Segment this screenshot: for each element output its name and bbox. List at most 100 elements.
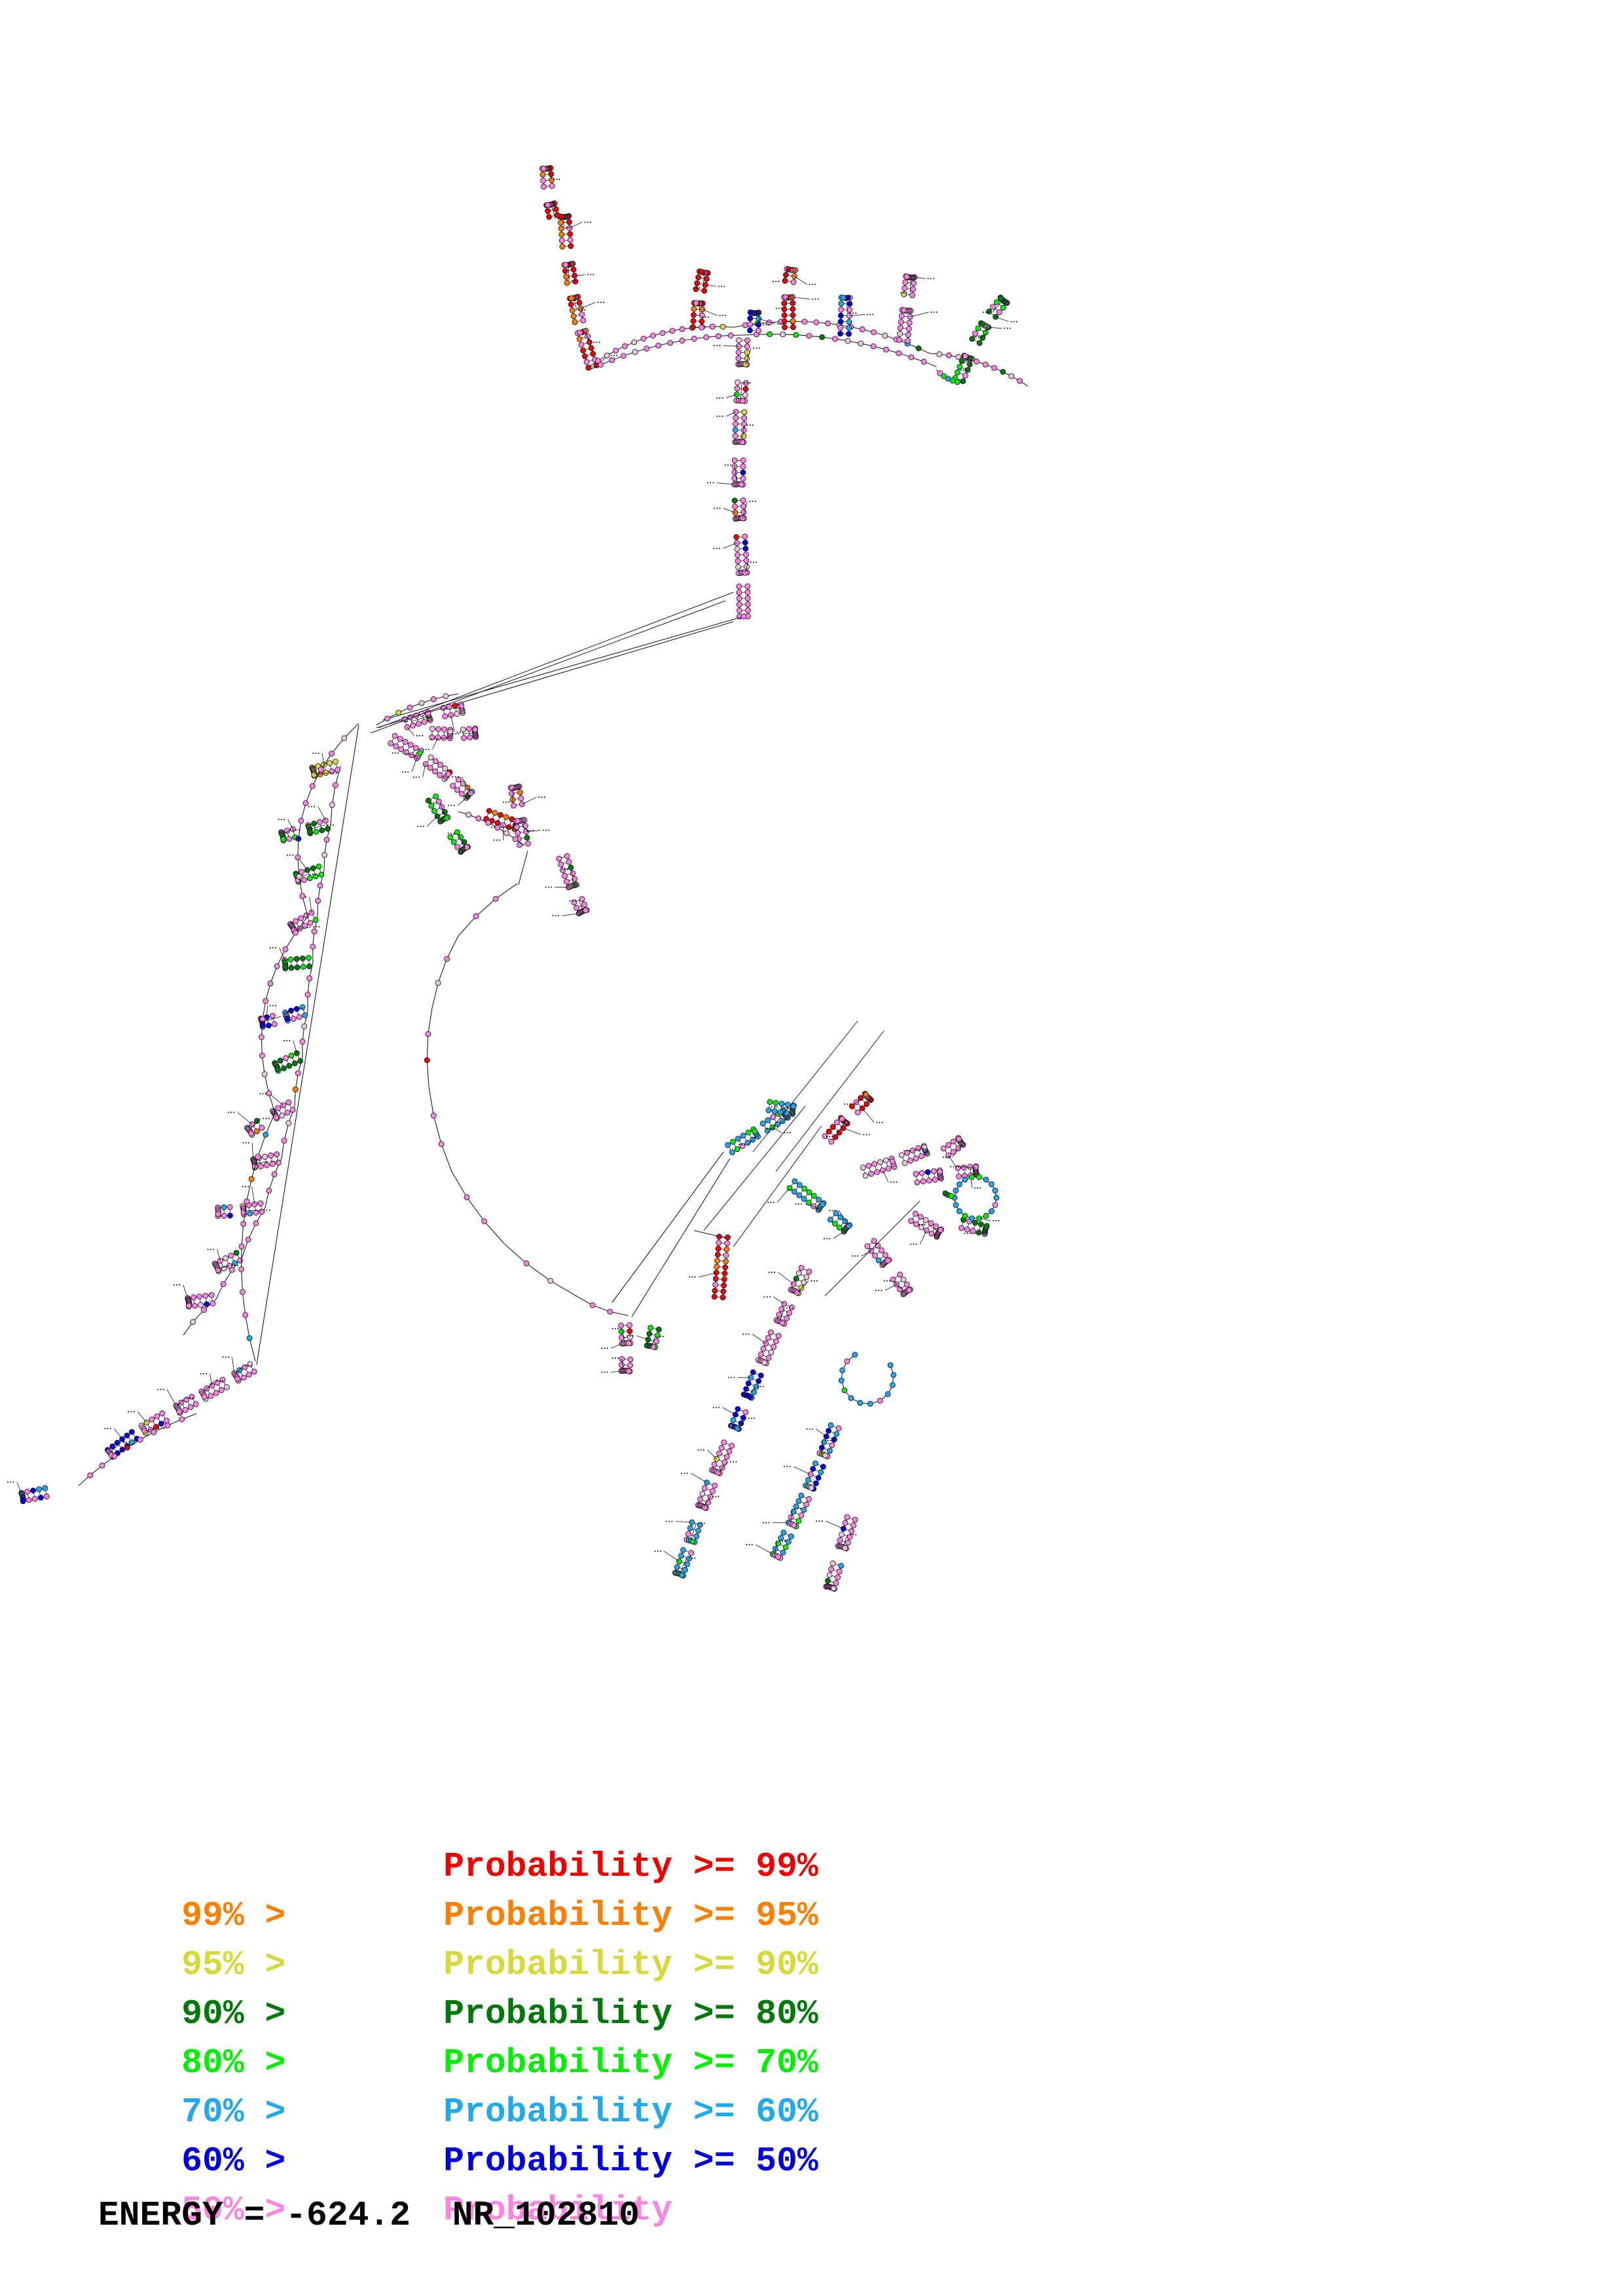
svg-text:•••: ••• xyxy=(611,1357,620,1362)
svg-text:•••: ••• xyxy=(259,1092,267,1097)
svg-text:•••: ••• xyxy=(742,1333,750,1338)
svg-text:•••: ••• xyxy=(269,1004,278,1009)
svg-text:•••: ••• xyxy=(416,734,424,740)
svg-text:•••: ••• xyxy=(712,1495,720,1500)
svg-text:•••: ••• xyxy=(783,1465,792,1470)
svg-text:•••: ••• xyxy=(849,1533,858,1538)
svg-text:•••: ••• xyxy=(207,1247,215,1253)
svg-text:•••: ••• xyxy=(422,747,431,753)
svg-text:•••: ••• xyxy=(729,1460,738,1465)
svg-text:•••: ••• xyxy=(775,306,784,312)
svg-text:•••: ••• xyxy=(587,273,595,278)
svg-text:•••: ••• xyxy=(600,1371,609,1376)
svg-text:•••: ••• xyxy=(875,1121,884,1126)
svg-text:•••: ••• xyxy=(430,738,439,743)
legend-row-70: 80% > Probability >= 70% xyxy=(0,1990,1623,2083)
svg-text:•••: ••• xyxy=(308,805,316,810)
svg-text:•••: ••• xyxy=(440,707,448,712)
svg-text:•••: ••• xyxy=(900,291,908,296)
energy-and-accession: ENERGY = -624.2 NR_102810 xyxy=(98,2196,640,2235)
svg-text:•••: ••• xyxy=(242,1185,250,1191)
svg-text:•••: ••• xyxy=(883,1280,892,1285)
legend-row-99: Probability >= 99% xyxy=(0,1793,1623,1886)
svg-text:•••: ••• xyxy=(538,796,546,801)
legend-lower-bound-70: 80% > xyxy=(181,2043,307,2083)
svg-text:•••: ••• xyxy=(565,226,574,231)
svg-text:•••: ••• xyxy=(657,1335,665,1340)
legend-label-low: Probability xyxy=(443,2191,673,2230)
svg-text:•••: ••• xyxy=(794,1202,803,1208)
svg-text:•••: ••• xyxy=(724,463,733,469)
legend-lower-bound-low: 50% > xyxy=(181,2191,307,2230)
legend-label-95: Probability >= 95% xyxy=(443,1896,818,1935)
svg-text:•••: ••• xyxy=(727,1376,736,1381)
svg-text:•••: ••• xyxy=(778,1539,787,1545)
svg-text:•••: ••• xyxy=(329,772,338,777)
svg-text:•••: ••• xyxy=(697,1448,706,1454)
svg-text:•••: ••• xyxy=(748,500,757,505)
svg-text:•••: ••• xyxy=(283,1039,291,1044)
svg-text:•••: ••• xyxy=(7,1480,15,1486)
svg-text:•••: ••• xyxy=(286,853,295,859)
svg-text:•••: ••• xyxy=(156,1388,165,1393)
svg-text:•••: ••• xyxy=(713,507,721,512)
svg-text:•••: ••• xyxy=(447,832,456,837)
svg-text:•••: ••• xyxy=(745,1543,754,1549)
svg-text:•••: ••• xyxy=(278,817,286,823)
legend-label-90: Probability >= 90% xyxy=(443,1945,818,1984)
svg-text:•••: ••• xyxy=(942,1155,951,1160)
svg-text:•••: ••• xyxy=(611,1327,620,1333)
svg-text:•••: ••• xyxy=(746,423,754,429)
svg-text:•••: ••• xyxy=(263,1209,271,1214)
svg-text:•••: ••• xyxy=(688,1556,697,1562)
svg-text:•••: ••• xyxy=(982,311,991,316)
svg-text:•••: ••• xyxy=(890,1180,898,1185)
svg-text:•••: ••• xyxy=(974,335,983,340)
legend-label-70: Probability >= 70% xyxy=(443,2043,818,2083)
svg-text:•••: ••• xyxy=(805,1427,814,1433)
svg-text:•••: ••• xyxy=(762,323,771,328)
svg-text:•••: ••• xyxy=(809,283,817,288)
legend-lower-bound-95: 99% > xyxy=(181,1896,307,1935)
svg-text:•••: ••• xyxy=(783,1131,792,1136)
svg-text:•••: ••• xyxy=(772,280,780,285)
svg-text:•••: ••• xyxy=(502,800,511,806)
svg-text:•••: ••• xyxy=(763,1295,771,1300)
svg-text:•••: ••• xyxy=(270,1160,278,1165)
svg-text:•••: ••• xyxy=(949,1165,958,1170)
svg-text:•••: ••• xyxy=(810,1279,818,1284)
svg-text:•••: ••• xyxy=(693,287,701,292)
svg-text:•••: ••• xyxy=(793,1507,802,1512)
svg-text:•••: ••• xyxy=(103,1427,112,1432)
svg-text:•••: ••• xyxy=(750,560,758,565)
svg-text:•••: ••• xyxy=(963,1232,972,1237)
svg-text:•••: ••• xyxy=(569,899,577,905)
svg-text:•••: ••• xyxy=(1010,320,1018,325)
svg-text:•••: ••• xyxy=(560,868,569,873)
legend-lower-bound-80: 90% > xyxy=(181,1994,307,2034)
svg-text:•••: ••• xyxy=(230,1264,239,1269)
svg-text:•••: ••• xyxy=(312,751,320,757)
svg-text:•••: ••• xyxy=(767,1270,776,1276)
rna-render-group: ••• ••• ••• ••• ••• ••• ••• ••• ••• ••• ••• ••• ••• •… xyxy=(7,165,1029,1592)
legend-lower-bound-90: 95% > xyxy=(181,1945,307,1984)
svg-text:•••: ••• xyxy=(918,1223,926,1229)
svg-text:•••: ••• xyxy=(665,1520,674,1525)
legend-lower-bound-60: 70% > xyxy=(181,2092,307,2132)
legend-row-low: 50% > Probability xyxy=(0,2137,1623,2230)
svg-text:•••: ••• xyxy=(600,1346,609,1352)
legend-label-60: Probability >= 60% xyxy=(443,2092,818,2132)
svg-text:•••: ••• xyxy=(416,825,425,830)
svg-text:•••: ••• xyxy=(762,1521,771,1526)
svg-text:•••: ••• xyxy=(688,1276,697,1281)
svg-text:•••: ••• xyxy=(930,311,938,316)
legend-row-50: 60% > Probability >= 50% xyxy=(0,2088,1623,2181)
svg-text:•••: ••• xyxy=(903,1149,911,1155)
svg-text:•••: ••• xyxy=(719,314,727,319)
svg-text:•••: ••• xyxy=(697,1522,706,1527)
svg-text:•••: ••• xyxy=(866,313,875,318)
svg-text:•••: ••• xyxy=(312,925,321,931)
svg-text:•••: ••• xyxy=(215,1379,224,1384)
svg-text:•••: ••• xyxy=(786,1306,794,1312)
svg-text:•••: ••• xyxy=(545,886,553,891)
